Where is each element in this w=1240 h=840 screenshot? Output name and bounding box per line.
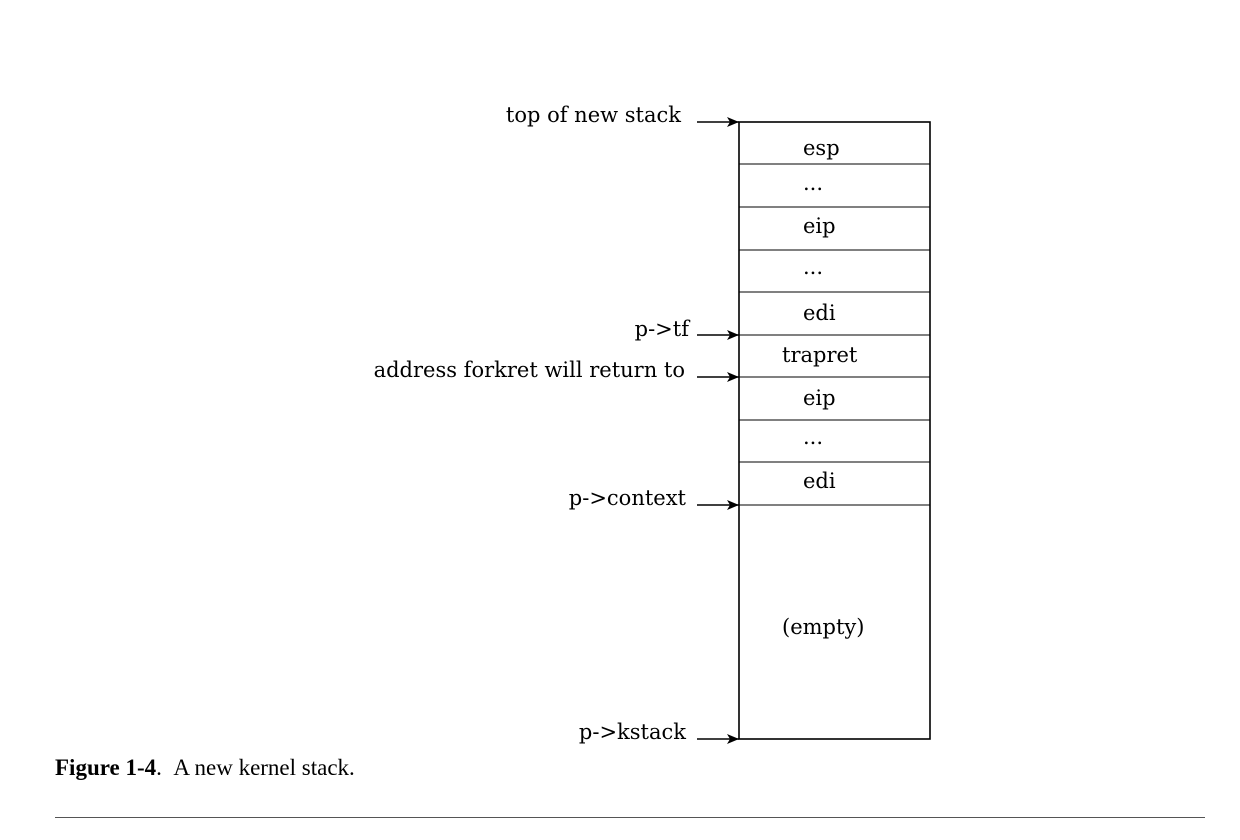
stack-cell-ellipsis: ... [803, 425, 823, 449]
figure-caption-text: A new kernel stack. [173, 755, 355, 780]
bottom-rule [55, 817, 1205, 818]
stack-cell-edi: edi [803, 469, 836, 493]
stack-dividers [739, 163, 930, 506]
pointer-arrows [697, 117, 739, 744]
stack-cell-eip: eip [803, 214, 836, 238]
pointer-label-top-of-new-stack: top of new stack [506, 103, 681, 127]
stack-empty-label: (empty) [782, 615, 864, 639]
figure-caption: Figure 1-4. A new kernel stack. [55, 755, 355, 781]
pointer-label-tf: p->tf [635, 317, 692, 341]
figure-label: Figure 1-4 [55, 755, 157, 780]
stack-box [738, 121, 931, 740]
stack-cell-trapret: trapret [782, 343, 858, 367]
stack-cell-esp: esp [803, 136, 840, 160]
stack-cell-eip: eip [803, 386, 836, 410]
stack-cell-ellipsis: ... [803, 255, 823, 279]
stack-cell-ellipsis: ... [803, 171, 823, 195]
stack-cell-edi: edi [803, 301, 836, 325]
pointer-label-forkret-return: address forkret will return to [374, 358, 685, 382]
figure-label-period: . [156, 755, 174, 780]
kernel-stack-diagram: esp ... eip ... edi trapret eip ... edi … [374, 103, 931, 744]
pointer-label-kstack: p->kstack [579, 720, 686, 744]
pointer-label-context: p->context [569, 486, 687, 510]
